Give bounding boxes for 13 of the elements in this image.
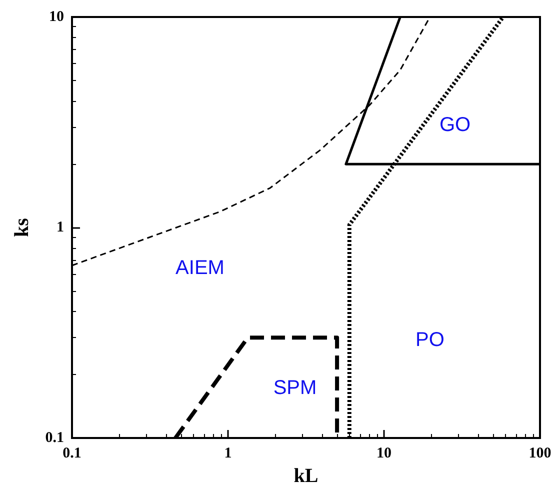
- x-tick-label: 10: [376, 446, 392, 462]
- y-axis-title: ks: [11, 218, 33, 237]
- annotation: SPM: [273, 377, 317, 399]
- y-tick-label: 0.1: [45, 430, 64, 446]
- x-tick-label: 1: [224, 446, 232, 462]
- annotation: GO: [439, 114, 471, 136]
- x-axis-title: kL: [294, 465, 318, 487]
- x-tick-label: 100: [528, 446, 552, 462]
- y-tick-label: 10: [49, 9, 64, 25]
- annotation: AIEM: [176, 257, 224, 279]
- x-tick-label: 0.1: [62, 446, 82, 462]
- y-tick-label: 1: [56, 220, 64, 236]
- annotation: PO: [416, 329, 444, 351]
